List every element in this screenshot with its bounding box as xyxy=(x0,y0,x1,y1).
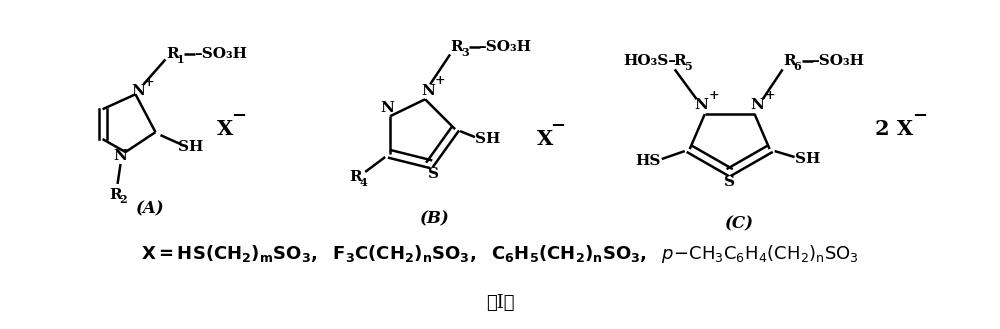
Text: $\bf{X = HS(CH_2)_mSO_3,\ \ F_3C(CH_2)_nSO_3,\ \ C_6H_5(CH_2)_nSO_3,}$$\bf{\ \ \: $\bf{X = HS(CH_2)_mSO_3,\ \ F_3C(CH_2)_n… xyxy=(141,242,859,265)
Text: N: N xyxy=(751,98,765,112)
Text: –SO₃H: –SO₃H xyxy=(478,40,531,55)
Text: (B): (B) xyxy=(420,210,450,227)
Text: R: R xyxy=(349,170,362,184)
Text: 4: 4 xyxy=(359,177,367,189)
Text: （I）: （I） xyxy=(486,294,514,313)
Text: X: X xyxy=(217,119,234,139)
Text: HO₃S–: HO₃S– xyxy=(623,54,676,68)
Text: 2: 2 xyxy=(120,194,127,205)
Text: 1: 1 xyxy=(177,54,184,65)
Text: 5: 5 xyxy=(684,61,692,72)
Text: N: N xyxy=(695,98,709,112)
Text: N: N xyxy=(421,84,435,98)
Text: +: + xyxy=(708,89,719,102)
Text: –SO₃H: –SO₃H xyxy=(194,47,247,62)
Text: S: S xyxy=(428,167,439,181)
Text: −: − xyxy=(912,107,927,125)
Text: 3: 3 xyxy=(461,47,469,58)
Text: R: R xyxy=(673,54,686,68)
Text: R: R xyxy=(109,188,122,202)
Text: 6: 6 xyxy=(794,61,801,72)
Text: (A): (A) xyxy=(136,200,165,217)
Text: N: N xyxy=(132,84,145,98)
Text: R: R xyxy=(451,40,463,55)
Text: S: S xyxy=(724,175,735,189)
Text: SH: SH xyxy=(795,152,820,166)
Text: −: − xyxy=(231,107,246,125)
Text: SH: SH xyxy=(178,140,203,154)
Text: N: N xyxy=(380,101,394,115)
Text: –SO₃H: –SO₃H xyxy=(811,54,864,68)
Text: R: R xyxy=(166,47,179,62)
Text: R: R xyxy=(783,54,796,68)
Text: +: + xyxy=(435,74,445,87)
Text: (C): (C) xyxy=(725,215,754,232)
Text: −: − xyxy=(550,117,565,135)
Text: N: N xyxy=(114,149,127,163)
Text: HS: HS xyxy=(635,154,660,168)
Text: X: X xyxy=(537,129,553,149)
Text: 2 X: 2 X xyxy=(875,119,914,139)
Text: +: + xyxy=(143,76,154,89)
Text: SH: SH xyxy=(475,132,501,146)
Text: +: + xyxy=(764,89,775,102)
